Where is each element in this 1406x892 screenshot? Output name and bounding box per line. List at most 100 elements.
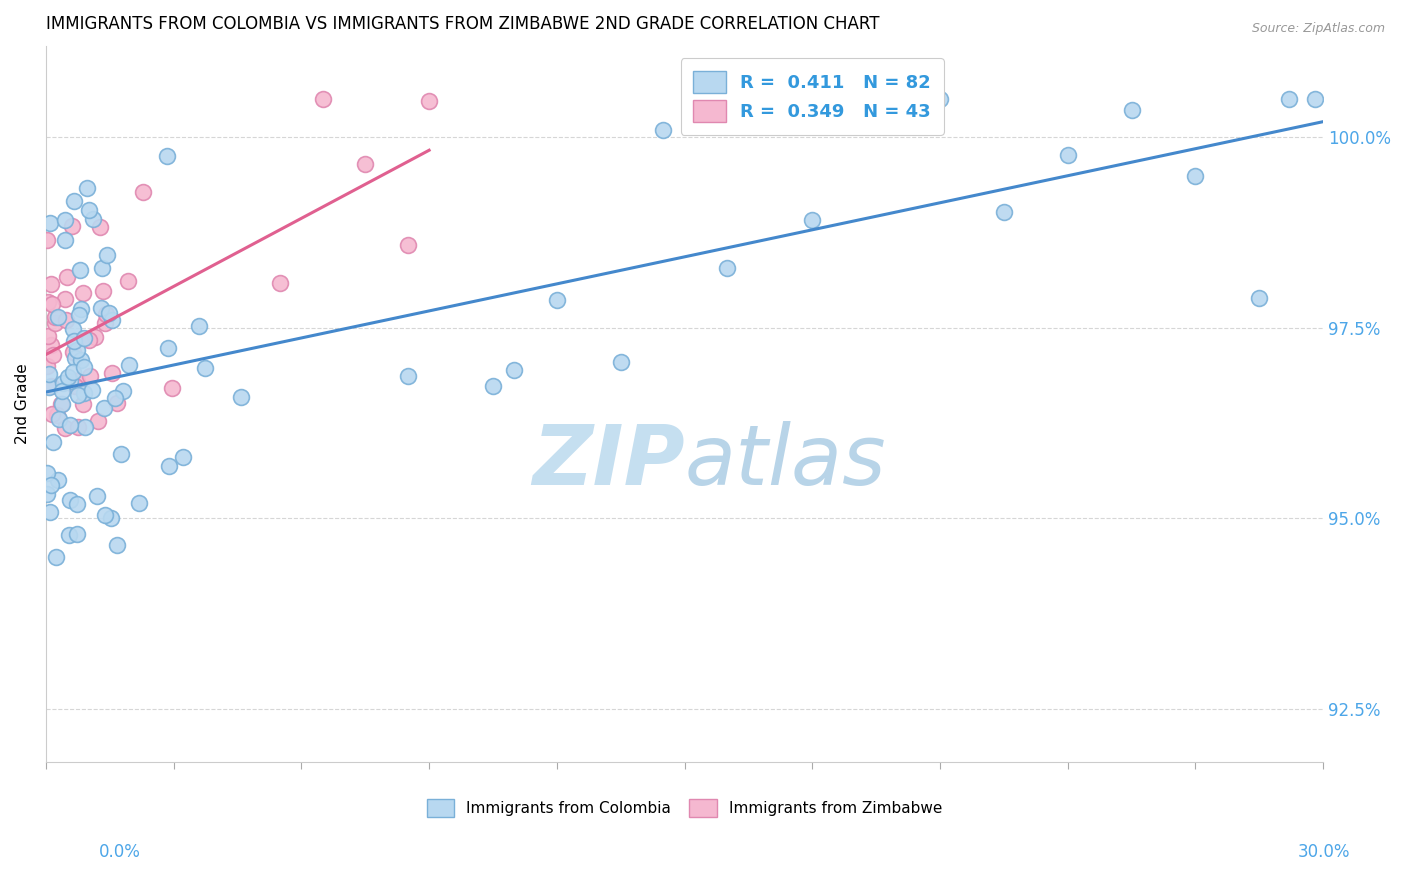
Point: [1303, 92, 1326, 106]
Point: [194, 361, 217, 376]
Point: [89, 220, 111, 235]
Text: atlas: atlas: [685, 421, 886, 502]
Legend: Immigrants from Colombia, Immigrants from Zimbabwe: Immigrants from Colombia, Immigrants fro…: [418, 789, 952, 827]
Point: [66, 343, 89, 357]
Point: [87, 413, 110, 427]
Point: [69, 262, 91, 277]
Point: [35, 466, 58, 480]
Point: [44, 310, 66, 324]
Text: IMMIGRANTS FROM COLOMBIA VS IMMIGRANTS FROM ZIMBABWE 2ND GRADE CORRELATION CHART: IMMIGRANTS FROM COLOMBIA VS IMMIGRANTS F…: [46, 15, 880, 33]
Point: [44, 316, 66, 330]
Point: [312, 92, 335, 106]
Point: [609, 355, 631, 369]
Point: [1278, 92, 1301, 106]
Point: [42, 348, 65, 362]
Point: [37, 487, 59, 501]
Point: [53, 292, 76, 306]
Point: [46, 310, 69, 325]
Point: [45, 408, 67, 422]
Point: [929, 92, 952, 106]
Point: [117, 274, 139, 288]
Point: [60, 219, 83, 234]
Point: [73, 386, 96, 401]
Point: [1249, 291, 1271, 305]
Point: [80, 383, 103, 397]
Point: [51, 384, 73, 398]
Point: [188, 318, 211, 333]
Point: [86, 489, 108, 503]
Point: [59, 374, 82, 388]
Y-axis label: 2nd Grade: 2nd Grade: [15, 364, 30, 444]
Point: [993, 205, 1015, 219]
Point: [37, 329, 59, 343]
Point: [157, 458, 180, 473]
Text: 0.0%: 0.0%: [98, 843, 141, 861]
Point: [73, 360, 96, 375]
Point: [1056, 148, 1078, 162]
Point: [62, 322, 84, 336]
Point: [865, 92, 887, 106]
Point: [46, 473, 69, 487]
Point: [59, 417, 82, 432]
Point: [62, 344, 84, 359]
Point: [110, 446, 132, 460]
Point: [66, 374, 89, 388]
Point: [55, 313, 77, 327]
Point: [546, 293, 568, 307]
Point: [72, 285, 94, 300]
Point: [42, 435, 65, 450]
Point: [35, 359, 58, 373]
Point: [63, 334, 86, 348]
Point: [157, 341, 180, 355]
Point: [37, 295, 59, 310]
Point: [52, 376, 75, 391]
Point: [45, 549, 67, 564]
Point: [93, 401, 115, 415]
Point: [172, 450, 194, 465]
Point: [39, 277, 62, 292]
Point: [38, 380, 60, 394]
Point: [70, 352, 93, 367]
Text: 30.0%: 30.0%: [1298, 843, 1350, 861]
Point: [70, 302, 93, 317]
Point: [801, 212, 824, 227]
Point: [101, 366, 124, 380]
Point: [37, 234, 59, 248]
Point: [39, 216, 62, 230]
Point: [63, 378, 86, 392]
Point: [49, 397, 72, 411]
Point: [418, 94, 440, 108]
Point: [160, 381, 183, 395]
Point: [53, 421, 76, 435]
Point: [53, 213, 76, 227]
Point: [229, 390, 252, 404]
Point: [503, 363, 526, 377]
Point: [83, 330, 105, 344]
Point: [91, 260, 114, 275]
Point: [48, 412, 70, 426]
Point: [73, 331, 96, 345]
Point: [98, 305, 121, 319]
Point: [79, 202, 101, 217]
Point: [91, 284, 114, 298]
Point: [100, 313, 122, 327]
Point: [112, 384, 135, 399]
Point: [100, 511, 122, 525]
Point: [38, 505, 60, 519]
Point: [269, 276, 291, 290]
Point: [65, 351, 87, 365]
Point: [94, 307, 117, 321]
Point: [105, 538, 128, 552]
Point: [396, 237, 419, 252]
Point: [1184, 169, 1206, 184]
Point: [79, 369, 101, 384]
Text: Source: ZipAtlas.com: Source: ZipAtlas.com: [1251, 22, 1385, 36]
Point: [41, 337, 63, 351]
Point: [96, 248, 118, 262]
Point: [93, 508, 115, 523]
Point: [51, 397, 73, 411]
Point: [41, 407, 63, 421]
Point: [652, 122, 675, 136]
Point: [58, 370, 80, 384]
Point: [53, 233, 76, 247]
